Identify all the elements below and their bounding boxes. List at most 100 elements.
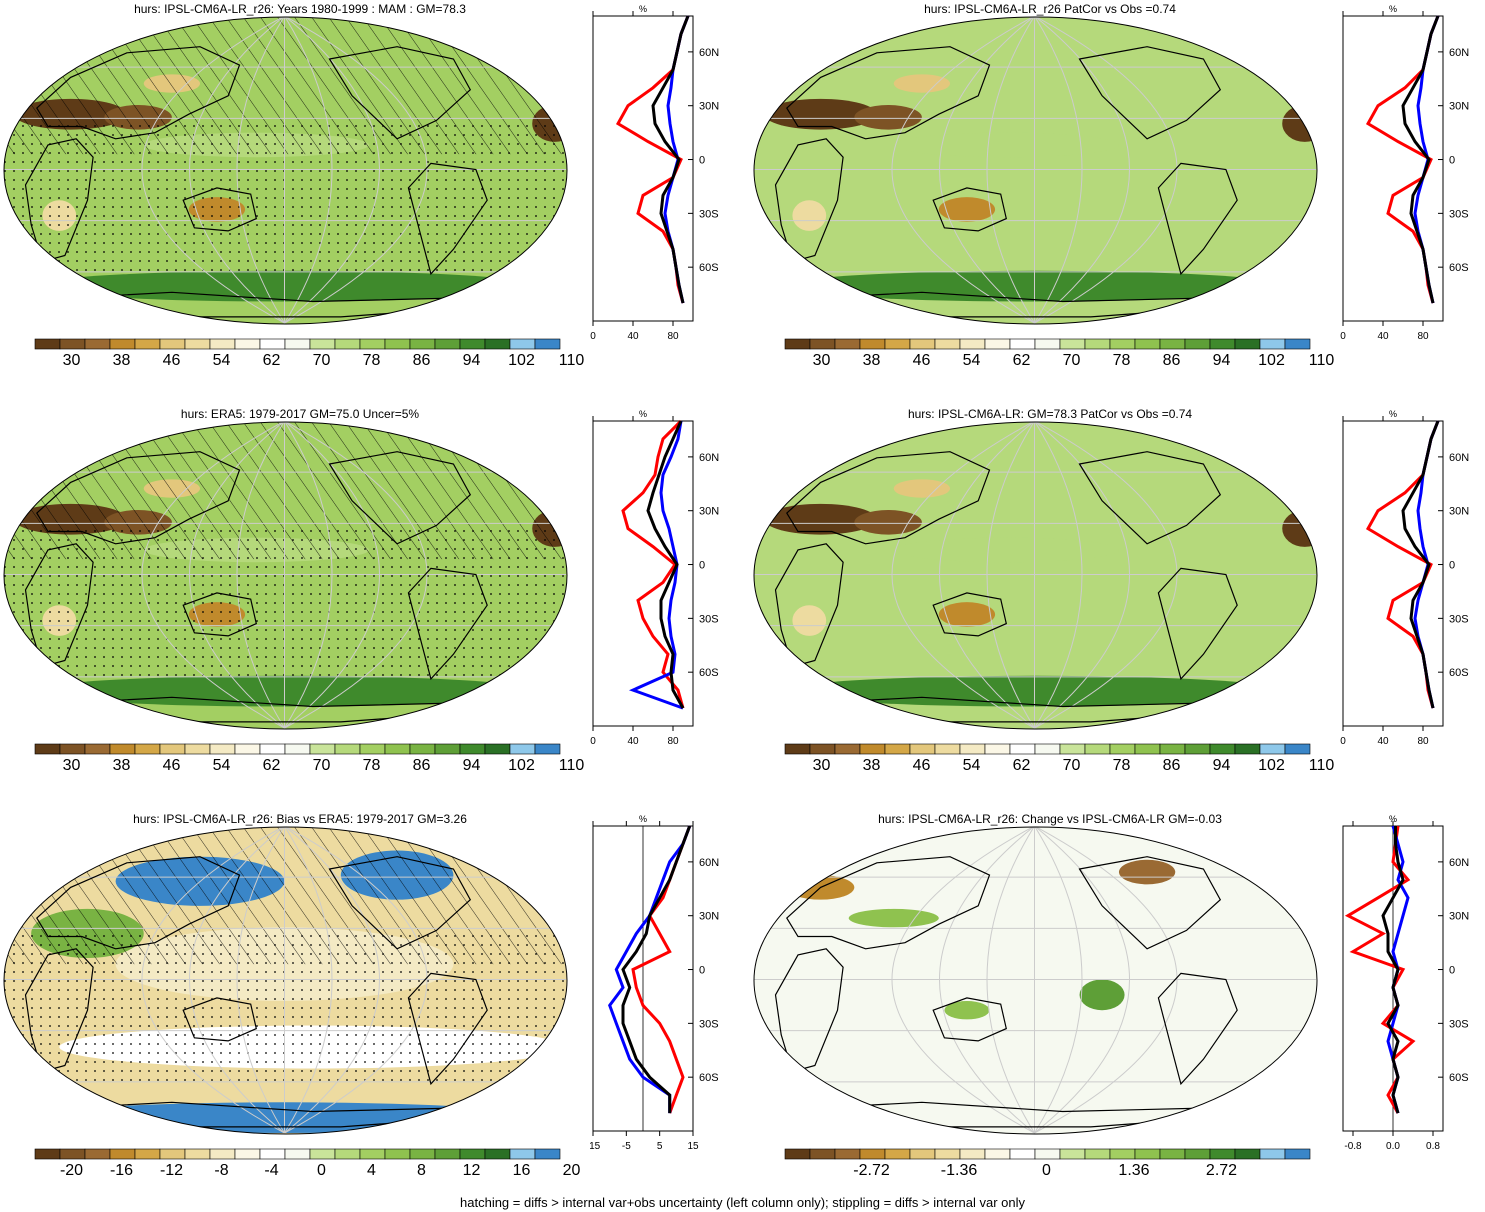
zonal-line-red (621, 419, 685, 709)
colorbar-swatch (809, 338, 836, 350)
colorbar-swatch (409, 743, 436, 755)
zonal-x-tick-label: 15 (687, 1141, 699, 1152)
colorbar-tick-label: 102 (508, 352, 535, 369)
colorbar-swatch (784, 743, 811, 755)
colorbar-swatch (334, 338, 361, 350)
colorbar (784, 338, 1311, 350)
colorbar-tick-label: 54 (962, 352, 981, 369)
coastline (36, 451, 241, 545)
colorbar-tick-label: 78 (362, 352, 381, 369)
colorbar-swatch (334, 1148, 361, 1160)
colorbar-swatch (984, 338, 1011, 350)
colorbar-swatch (1059, 338, 1086, 350)
map-region (854, 510, 922, 535)
map-region (893, 74, 951, 93)
zonal-y-tick-label: 30S (699, 1018, 719, 1030)
colorbar-swatch (909, 1148, 936, 1160)
map-meridian (891, 827, 1035, 1134)
colorbar-swatch (384, 338, 411, 350)
colorbar (34, 338, 561, 350)
colorbar-swatch (1059, 743, 1086, 755)
zonal-y-tick-label: 30S (699, 613, 719, 625)
zonal-y-tick-label: 60N (1449, 47, 1469, 59)
colorbar-tick-label: -12 (159, 1162, 184, 1179)
zonal-y-tick-label: 0 (699, 965, 705, 977)
colorbar-tick-label: 102 (508, 757, 535, 774)
zonal-x-tick-label: 0 (590, 736, 596, 747)
map-border (753, 421, 1318, 730)
map-meridian (1034, 827, 1083, 1134)
colorbar-tick-label: 54 (212, 352, 231, 369)
zonal-y-tick-label: 30N (699, 911, 719, 923)
colorbar-tick-label: 30 (62, 352, 81, 369)
colorbar-tick-label: 2.72 (1205, 1162, 1238, 1179)
coastline (407, 162, 488, 276)
coastline (36, 46, 241, 140)
colorbar-tick-label: 1.36 (1118, 1162, 1150, 1179)
colorbar-tick-label: 78 (362, 757, 381, 774)
map-region (764, 98, 877, 130)
colorbar-swatch (509, 743, 536, 755)
colorbar-tick-label: 78 (1112, 757, 1131, 774)
colorbar-swatch (384, 1148, 411, 1160)
colorbar-swatch (1259, 1148, 1286, 1160)
zonal-y-tick-label: 60N (699, 452, 719, 464)
zonal-mean-plot: % 0 40 80 60N 30N 0 30S 60S (590, 4, 719, 342)
coastline (36, 856, 241, 950)
colorbar-swatch (209, 743, 236, 755)
colorbar-swatch (359, 338, 386, 350)
zonal-x-tick-label: 40 (627, 736, 639, 747)
colorbar-tick-label: 94 (1212, 757, 1231, 774)
coastline (1078, 856, 1222, 950)
colorbar-swatch (59, 338, 86, 350)
colorbar-tick-label: -2.72 (853, 1162, 890, 1179)
colorbar-tick-label: 46 (912, 757, 931, 774)
colorbar-swatch (784, 1148, 811, 1160)
map-border (3, 421, 568, 730)
colorbar (34, 743, 561, 755)
zonal-line-blue (608, 825, 692, 1114)
colorbar-swatch (1209, 743, 1236, 755)
colorbar-swatch (484, 1148, 511, 1160)
colorbar-swatch (459, 338, 486, 350)
map-border (3, 826, 568, 1135)
coastline (328, 856, 472, 950)
colorbar (784, 1148, 1311, 1160)
colorbar-swatch (1284, 743, 1311, 755)
panel-title: hurs: IPSL-CM6A-LR_r26: Change vs IPSL-C… (878, 812, 1222, 826)
colorbar-tick-label: 12 (462, 1162, 481, 1179)
map-meridian (986, 827, 1035, 1134)
coastline (1157, 972, 1238, 1086)
coastline (774, 138, 844, 263)
coastline (932, 592, 1007, 637)
zonal-y-tick-label: 60N (699, 47, 719, 59)
colorbar-swatch (34, 338, 61, 350)
colorbar-swatch (1284, 1148, 1311, 1160)
zonal-y-tick-label: 60N (699, 857, 719, 869)
colorbar-swatch (984, 743, 1011, 755)
colorbar-swatch (1209, 1148, 1236, 1160)
colorbar-swatch (834, 1148, 861, 1160)
colorbar-swatch (334, 743, 361, 755)
zonal-x-tick-label: 80 (667, 331, 679, 342)
colorbar-tick-label: 110 (558, 352, 585, 369)
colorbar-swatch (909, 743, 936, 755)
colorbar-swatch (109, 338, 136, 350)
colorbar-tick-label: 62 (262, 352, 281, 369)
colorbar-swatch (884, 743, 911, 755)
colorbar-swatch (884, 1148, 911, 1160)
colorbar-swatch (534, 338, 561, 350)
colorbar-swatch (34, 743, 61, 755)
colorbar-swatch (309, 1148, 336, 1160)
colorbar-swatch (209, 1148, 236, 1160)
colorbar-swatch (534, 1148, 561, 1160)
colorbar-swatch (1009, 1148, 1036, 1160)
zonal-y-tick-label: 30S (1449, 613, 1469, 625)
map-meridian (284, 422, 428, 729)
colorbar-tick-label: -1.36 (940, 1162, 978, 1179)
colorbar-swatch (1059, 1148, 1086, 1160)
colorbar-swatch (784, 338, 811, 350)
colorbar-tick-label: 38 (862, 757, 881, 774)
coastline (774, 948, 844, 1073)
map-meridian (891, 17, 1035, 324)
